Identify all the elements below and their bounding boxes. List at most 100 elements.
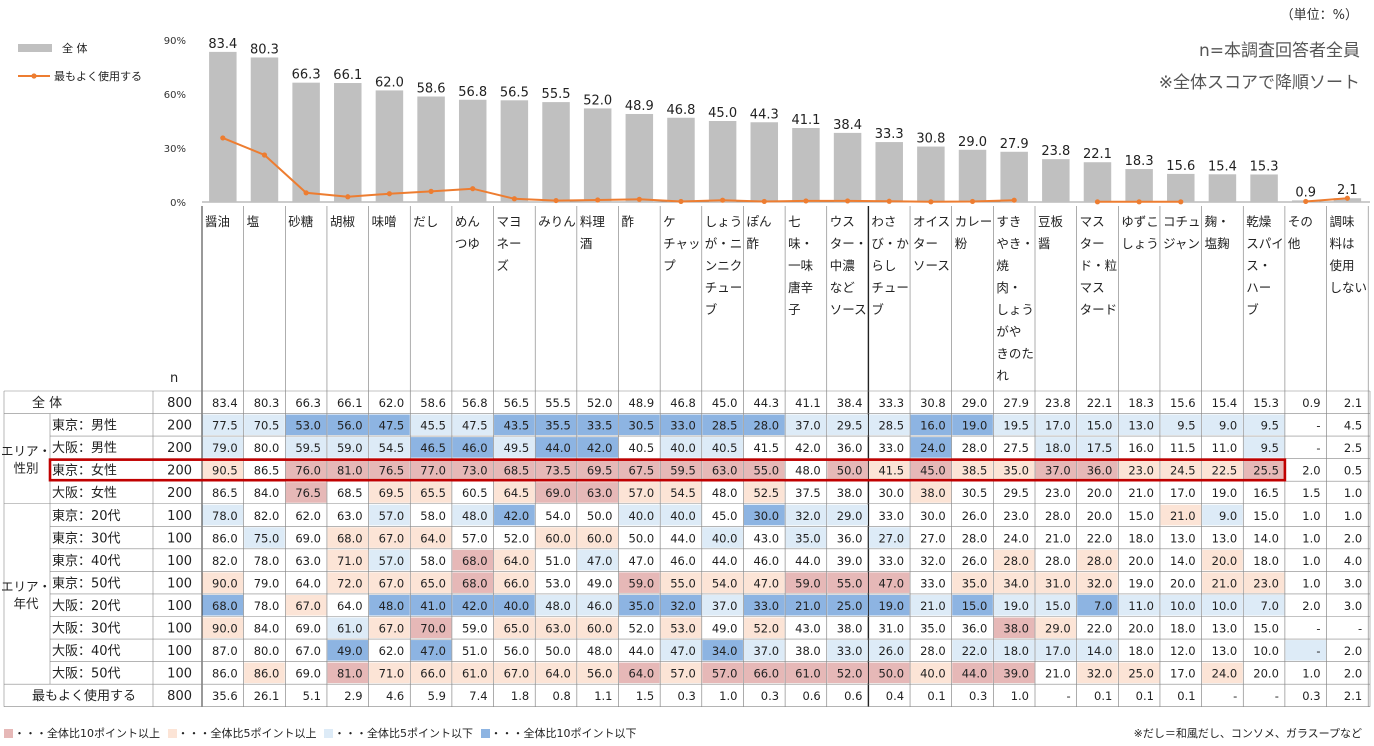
table-cell-bg (285, 414, 327, 436)
table-cell: - (1316, 622, 1320, 636)
category-label: コチュ (1163, 214, 1201, 229)
legend-line-marker (31, 73, 37, 79)
table-cell: 13.0 (1212, 644, 1238, 658)
table-cell: 68.0 (462, 554, 488, 568)
table-cell-bg (1160, 594, 1202, 616)
table-cell: 55.0 (837, 576, 863, 590)
table-cell: 26.0 (962, 509, 988, 523)
table-cell-bg (827, 414, 868, 436)
note-sample: n=本調査回答者全員 (1198, 41, 1360, 61)
table-cell-bg (993, 549, 1035, 571)
table-cell: 68.0 (462, 576, 488, 590)
table-cell: 63.0 (712, 464, 738, 478)
table-cell: 11.0 (1128, 599, 1154, 613)
table-cell: 0.1 (1094, 689, 1112, 703)
table-cell-bg (285, 437, 327, 458)
table-cell-bg (202, 459, 244, 481)
table-cell: 50.0 (837, 464, 863, 478)
bar-25 (1250, 174, 1278, 202)
line-point (303, 190, 309, 196)
table-cell: 20.0 (1128, 622, 1154, 636)
table-cell-bg (369, 549, 410, 571)
table-cell: 56.5 (504, 396, 530, 410)
table-cell-bg (993, 594, 1035, 616)
table-cell: 30.5 (629, 419, 655, 433)
table-cell: 40.5 (712, 441, 738, 455)
table-cell: 2.0 (1344, 644, 1362, 658)
table-cell: 55.0 (753, 464, 779, 478)
table-cell-bg (1035, 594, 1077, 616)
table-cell: 65.0 (504, 622, 530, 636)
category-label: ブ (871, 302, 884, 317)
category-label: 子 (788, 302, 801, 317)
table-cell: 49.0 (712, 622, 738, 636)
table-cell-bg (535, 437, 577, 458)
category-label: 胡椒 (330, 214, 356, 229)
table-cell: 50.0 (587, 509, 613, 523)
table-cell: 22.0 (1087, 531, 1113, 545)
table-cell: 64.0 (295, 576, 321, 590)
row-label: 東京：男性 (52, 418, 117, 434)
table-cell-bg (1243, 459, 1285, 481)
table-cell: 59.0 (629, 576, 655, 590)
table-cell-bg (868, 640, 910, 661)
table-cell: 2.5 (1344, 441, 1362, 455)
table-cell: 60.5 (462, 486, 488, 500)
table-cell: 46.0 (670, 554, 696, 568)
line-point (1344, 195, 1350, 201)
bar-23 (1167, 173, 1195, 202)
bar-20 (1042, 159, 1070, 202)
table-cell: 48.0 (379, 599, 405, 613)
table-cell: 46.5 (420, 441, 446, 455)
table-cell-bg (202, 594, 244, 616)
table-cell: 4.5 (1344, 419, 1362, 433)
table-cell: 72.0 (337, 576, 363, 590)
table-cell-bg (743, 594, 785, 616)
table-cell: 18.0 (1170, 622, 1196, 636)
table-cell: 15.0 (1087, 419, 1113, 433)
line-point (470, 186, 476, 192)
table-cell: 70.0 (420, 622, 446, 636)
table-cell: 69.0 (295, 667, 321, 681)
table-cell-bg (619, 662, 660, 684)
table-cell: 1.8 (511, 689, 529, 703)
table-cell: 56.0 (504, 644, 530, 658)
table-cell: 13.0 (1212, 622, 1238, 636)
table-cell: 1.0 (1302, 509, 1320, 523)
swatch-up5 (167, 729, 177, 738)
table-cell-bg (660, 437, 702, 458)
bar-value-label: 38.4 (833, 118, 862, 133)
table-cell: 43.5 (504, 419, 530, 433)
table-cell: 36.0 (837, 441, 863, 455)
table-cell: 11.5 (1170, 441, 1196, 455)
table-cell: 15.0 (1253, 622, 1279, 636)
table-cell: 33.0 (670, 419, 696, 433)
row-n: 100 (167, 531, 192, 546)
row-label: 大阪：50代 (52, 667, 121, 682)
group-label: エリア・ (1, 444, 51, 459)
line-point (678, 198, 684, 205)
bar-17 (917, 146, 945, 202)
table-cell: 9.0 (1219, 509, 1237, 523)
table-cell-bg (1202, 572, 1243, 593)
table-cell: 76.5 (295, 486, 321, 500)
table-cell-bg (202, 504, 244, 526)
category-label: ジャン (1163, 236, 1200, 251)
table-cell: 28.0 (962, 441, 988, 455)
table-cell: 44.0 (712, 554, 738, 568)
table-cell: 22.1 (1087, 396, 1113, 410)
category-label: ぽん (746, 214, 771, 229)
line-point (1011, 197, 1017, 203)
table-cell: 30.8 (920, 396, 946, 410)
table-cell: 28.5 (712, 419, 738, 433)
table-cell: 1.0 (1302, 576, 1320, 590)
table-cell-bg (827, 504, 868, 526)
table-cell: 11.0 (1212, 441, 1238, 455)
table-cell: 87.0 (212, 644, 238, 658)
table-cell: 2.0 (1302, 599, 1320, 613)
row-n: 800 (167, 689, 192, 704)
table-cell: 37.0 (712, 599, 738, 613)
category-label: カレー (955, 214, 993, 229)
table-cell: 15.3 (1253, 396, 1279, 410)
table-cell: 66.0 (753, 667, 779, 681)
